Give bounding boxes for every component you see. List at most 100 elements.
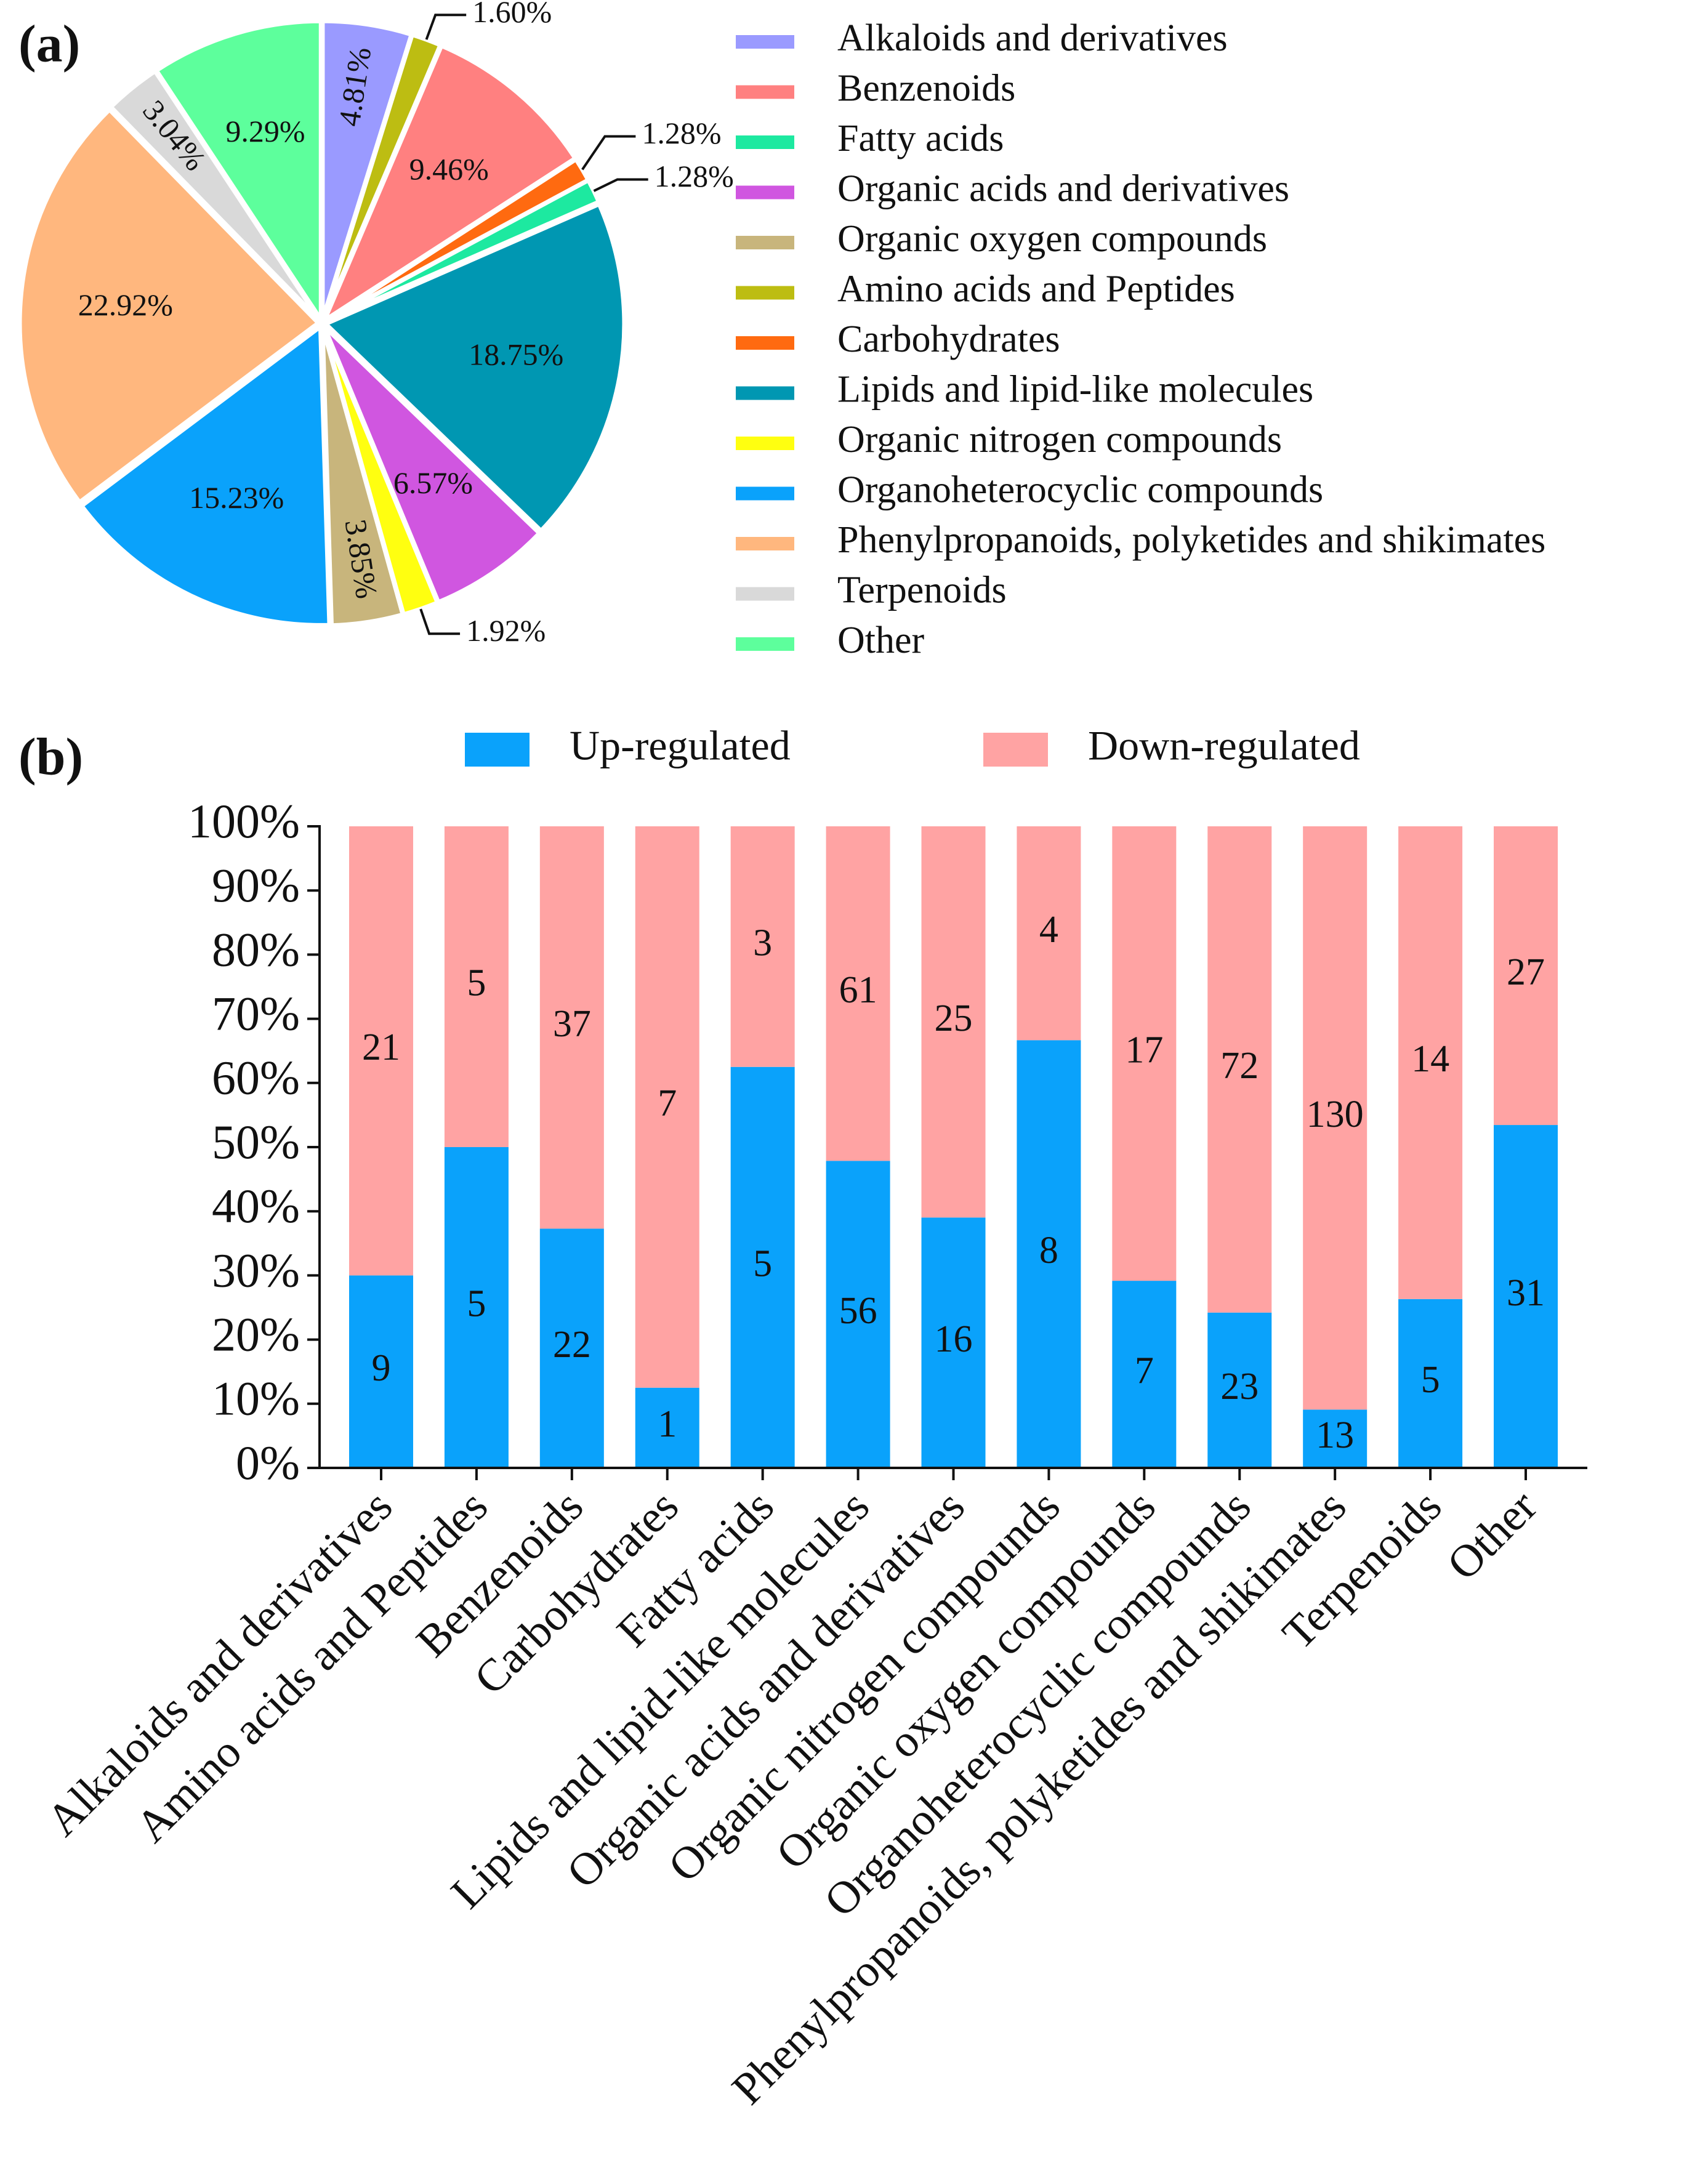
- bar-value-label: 1: [658, 1403, 677, 1445]
- bar-value-label: 3: [753, 922, 772, 964]
- legend-label: Carbohydrates: [837, 318, 1060, 360]
- leader-line: [425, 14, 467, 40]
- bar-value-label: 130: [1307, 1094, 1364, 1135]
- bar-value-label: 56: [839, 1290, 877, 1332]
- pie-slice: [17, 107, 322, 506]
- legend-label: Organic acids and derivatives: [837, 168, 1289, 210]
- legend-label: Lipids and lipid-like molecules: [837, 369, 1313, 411]
- legend-label: Other: [837, 619, 925, 661]
- pie-slice: [320, 42, 579, 326]
- bar-segment: [1112, 1281, 1177, 1468]
- bar-segment: [1303, 1409, 1368, 1468]
- y-tick-label: 100%: [188, 794, 300, 848]
- y-tick-label: 70%: [212, 987, 300, 1041]
- x-tick-label: Other: [1438, 1481, 1547, 1590]
- legend-swatch: [736, 35, 794, 49]
- pie-slice: [322, 324, 543, 605]
- slice-label: 22.92%: [78, 288, 173, 322]
- bar-value-label: 5: [1421, 1359, 1440, 1401]
- y-tick-label: 50%: [212, 1115, 300, 1169]
- bar-segment: [921, 826, 986, 1218]
- legend-swatch: [736, 437, 794, 450]
- legend-swatch: [736, 286, 794, 300]
- bar-value-label: 16: [935, 1318, 973, 1360]
- bar-segment: [349, 1275, 413, 1468]
- legend-label: Down-regulated: [1088, 722, 1360, 769]
- legend-swatch: [736, 236, 794, 249]
- legend-swatch: [736, 537, 794, 550]
- y-tick-label: 60%: [212, 1051, 300, 1105]
- leader-line: [593, 178, 648, 192]
- slice-label: 18.75%: [469, 337, 563, 372]
- bar-value-label: 5: [753, 1243, 772, 1285]
- bar-segment: [1207, 826, 1272, 1313]
- bar-value-label: 9: [372, 1347, 391, 1389]
- bar-segment: [1112, 826, 1177, 1281]
- legend-swatch: [736, 386, 794, 400]
- bar-segment: [1207, 1312, 1272, 1468]
- bar-segment: [1494, 1125, 1558, 1468]
- pie-slice: [153, 18, 323, 327]
- bar-value-label: 37: [553, 1003, 591, 1045]
- bar-segment: [349, 826, 413, 1276]
- legend-swatch: [736, 587, 794, 601]
- panel-label: (a): [18, 14, 80, 73]
- y-tick-label: 20%: [212, 1308, 300, 1361]
- slice-label: 1.28%: [642, 116, 721, 150]
- slice-label: 9.46%: [409, 152, 489, 187]
- bar-segment: [1017, 1040, 1081, 1468]
- slice-label: 1.28%: [655, 159, 734, 193]
- bar-value-label: 5: [467, 1283, 486, 1325]
- bar-value-label: 21: [362, 1026, 400, 1068]
- slice-label: 1.92%: [466, 613, 546, 648]
- legend-label: Up-regulated: [570, 722, 791, 769]
- legend-swatch: [736, 135, 794, 149]
- bar-value-label: 5: [467, 962, 486, 1004]
- pie-slice: [78, 322, 332, 627]
- bar-segment: [1494, 826, 1558, 1126]
- slice-label: 6.57%: [393, 465, 473, 500]
- bar-value-label: 4: [1039, 909, 1058, 951]
- legend-label: Terpenoids: [837, 570, 1007, 611]
- bar-segment: [1398, 826, 1463, 1299]
- pie-slice: [320, 326, 406, 628]
- slice-label: 1.60%: [472, 0, 552, 29]
- bar-value-label: 25: [935, 997, 973, 1039]
- bar-segment: [730, 1066, 795, 1468]
- legend-label: Organic oxygen compounds: [837, 218, 1267, 260]
- bar-segment: [1017, 826, 1081, 1041]
- y-tick-label: 80%: [212, 922, 300, 976]
- y-tick-label: 0%: [236, 1436, 300, 1489]
- bar-segment: [635, 826, 699, 1388]
- y-tick-label: 10%: [212, 1372, 300, 1425]
- bar-value-label: 8: [1039, 1230, 1058, 1271]
- legend-swatch: [736, 85, 794, 99]
- bar-value-label: 7: [1135, 1350, 1154, 1392]
- bar-segment: [635, 1387, 699, 1468]
- bar-value-label: 7: [658, 1082, 677, 1124]
- bar-segment: [1303, 826, 1368, 1410]
- y-tick-label: 30%: [212, 1243, 300, 1297]
- legend-label: Alkaloids and derivatives: [837, 17, 1228, 59]
- bar-segment: [444, 1147, 509, 1468]
- leader-line: [581, 135, 636, 171]
- bar-segment: [921, 1217, 986, 1468]
- bar-value-label: 22: [553, 1324, 591, 1366]
- slice-label: 9.29%: [225, 114, 305, 148]
- bar-segment: [539, 826, 604, 1229]
- bar-segment: [730, 826, 795, 1067]
- panel-label: (b): [18, 727, 83, 786]
- bar-value-label: 31: [1507, 1272, 1545, 1314]
- bar-segment: [826, 826, 890, 1161]
- bar-segment: [539, 1228, 604, 1468]
- legend-label: Amino acids and Peptides: [837, 268, 1235, 310]
- leader-line: [419, 608, 461, 635]
- legend-swatch: [465, 733, 530, 767]
- legend-swatch: [736, 336, 794, 350]
- y-tick-label: 90%: [212, 858, 300, 912]
- legend-label: Fatty acids: [837, 118, 1004, 159]
- legend-label: Benzenoids: [837, 68, 1015, 110]
- pie-slice: [321, 201, 627, 534]
- bar-value-label: 27: [1507, 951, 1545, 993]
